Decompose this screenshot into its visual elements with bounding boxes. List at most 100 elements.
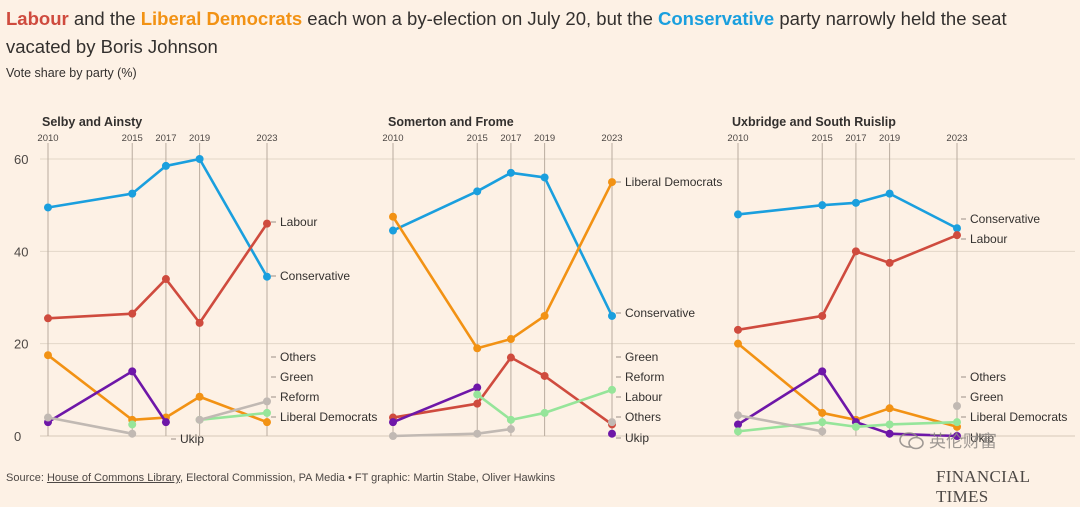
headline-text-3: party narrowly held the seat vacated by … (6, 8, 1007, 57)
headline-libdem: Liberal Democrats (140, 8, 303, 29)
point-liberal-democrats-2023 (263, 418, 271, 427)
point-liberal-democrats-2010 (734, 339, 742, 348)
year-label-2015: 2015 (467, 133, 488, 144)
point-labour-2010 (734, 325, 742, 334)
point-others-2010 (734, 411, 742, 420)
watermark: 英伦财富 (899, 427, 997, 452)
series-line-conservative-0 (391, 171, 614, 318)
point-conservative-2010 (734, 210, 742, 219)
point-ukip-2010 (734, 420, 742, 429)
series-line-conservative-0 (46, 157, 269, 279)
y-tick-label-20: 20 (14, 337, 28, 352)
point-conservative-2019 (195, 155, 204, 163)
y-tick-label-40: 40 (14, 244, 28, 259)
point-ukip-2015 (473, 383, 482, 392)
point-labour-2017 (506, 353, 515, 362)
footer-source-link[interactable]: House of Commons Library (46, 472, 181, 484)
point-liberal-democrats-2023 (608, 178, 616, 187)
headline-text-2: each won a by-election on July 20, but t… (302, 8, 658, 29)
point-conservative-2015 (128, 189, 137, 198)
point-green-2023 (608, 385, 616, 394)
series-label-reform: Reform (625, 370, 664, 384)
point-labour-2015 (473, 399, 482, 408)
point-liberal-democrats-2010 (44, 351, 52, 360)
point-green-2015 (128, 420, 137, 429)
point-conservative-2015 (473, 187, 482, 196)
point-ukip-2015 (818, 367, 827, 376)
y-tick-label-60: 60 (14, 152, 28, 167)
year-label-2015: 2015 (122, 133, 143, 144)
point-others-2015 (818, 427, 827, 436)
series-line-liberal-democrats-0 (736, 342, 959, 429)
year-label-2023: 2023 (256, 133, 277, 144)
point-conservative-2010 (44, 203, 52, 212)
series-line-others-0 (46, 416, 134, 435)
point-others-2017 (506, 425, 515, 434)
year-label-2017: 2017 (845, 133, 866, 144)
subtitle: Vote share by party (%) (6, 66, 137, 80)
series-label-green: Green (970, 390, 1003, 404)
series-label-conservative: Conservative (970, 212, 1040, 226)
point-liberal-democrats-2017 (506, 335, 515, 344)
point-liberal-democrats-2019 (195, 392, 204, 401)
point-ukip-2017 (161, 418, 170, 427)
point-conservative-2010 (389, 226, 397, 235)
year-label-2023: 2023 (601, 133, 622, 144)
series-label-liberal-democrats: Liberal Democrats (280, 410, 377, 424)
headline: Labour and the Liberal Democrats each wo… (6, 5, 1066, 61)
point-ukip-2015 (128, 367, 137, 376)
point-liberal-democrats-2019 (540, 311, 549, 320)
series-line-conservative-0 (736, 192, 959, 230)
panel-uxbridge-and-south-ruislip: Uxbridge and South Ruislip 2010 2015 2017 20… (727, 115, 1067, 445)
series-label-labour: Labour (280, 215, 317, 229)
series-line-others-1 (198, 400, 269, 422)
point-green-2015 (818, 418, 827, 427)
footer: Source: House of Commons Library, Electo… (6, 472, 555, 484)
series-line-green-1 (198, 411, 269, 422)
headline-text-1: and the (68, 8, 141, 29)
point-labour-2023 (953, 231, 961, 240)
point-green-2019 (540, 408, 549, 417)
series-label-conservative: Conservative (280, 269, 350, 283)
point-labour-2017 (161, 275, 170, 284)
point-conservative-2023 (608, 311, 616, 320)
point-green-2015 (473, 390, 482, 399)
series-label-others: Others (625, 410, 661, 424)
panel-somerton-and-frome: Somerton and Frome 2010 2015 2017 2019 2023 Li… (382, 115, 722, 445)
point-labour-2019 (195, 318, 204, 327)
point-green-2019 (885, 420, 894, 429)
charts-svg: 0 20 40 60 Selby and Ainsty 2010 2015 2017 2019 2… (14, 115, 1075, 446)
point-ukip-2019 (885, 429, 894, 438)
panel-title-somerton-and-frome: Somerton and Frome (388, 115, 514, 129)
year-label-2023: 2023 (946, 133, 967, 144)
point-others-2010 (389, 432, 397, 440)
watermark-text: 英伦财富 (929, 432, 997, 451)
footer-credits: , Electoral Commission, PA Media • FT gr… (180, 472, 556, 484)
series-label-ukip: Ukip (970, 431, 994, 445)
point-green-2017 (851, 422, 860, 431)
series-label-green: Green (280, 370, 313, 384)
point-others-2023 (263, 397, 271, 406)
point-others-2023 (608, 418, 616, 427)
series-label-labour: Labour (970, 232, 1007, 246)
series-label-green: Green (625, 350, 658, 364)
year-label-2010: 2010 (727, 133, 748, 144)
panel-title-selby-and-ainsty: Selby and Ainsty (42, 115, 142, 129)
point-conservative-2017 (161, 161, 170, 170)
point-green-2010 (734, 427, 742, 436)
point-conservative-2017 (506, 168, 515, 177)
point-others-2015 (473, 429, 482, 438)
series-line-labour-0 (46, 222, 269, 325)
point-labour-2017 (851, 247, 860, 256)
year-label-2019: 2019 (534, 133, 555, 144)
point-labour-2015 (818, 311, 827, 320)
point-liberal-democrats-2010 (389, 212, 397, 221)
series-label-labour: Labour (625, 390, 662, 404)
series-line-ukip-0 (46, 370, 168, 424)
series-label-others: Others (280, 350, 316, 364)
point-others-2023 (953, 401, 961, 410)
series-label-ukip: Ukip (625, 431, 649, 445)
point-ukip-2023 (608, 429, 616, 438)
point-labour-2015 (128, 309, 137, 318)
series-label-reform: Reform (280, 390, 319, 404)
